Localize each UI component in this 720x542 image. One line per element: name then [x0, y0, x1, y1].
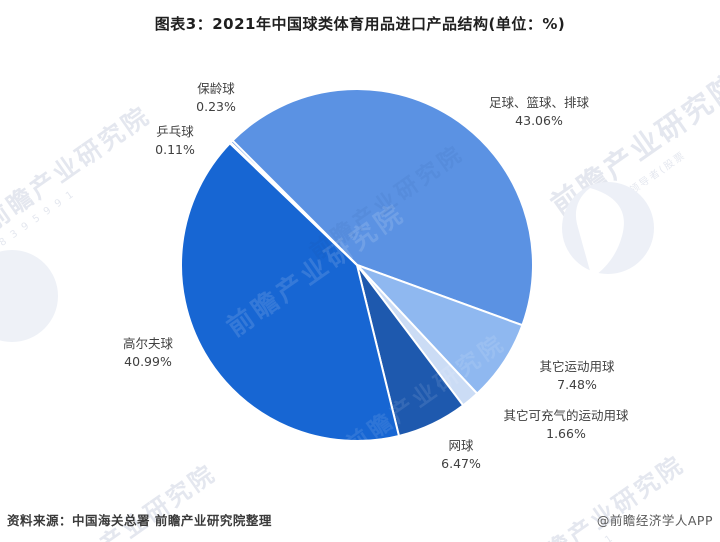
slice-name: 其它可充气的运动用球: [503, 408, 629, 423]
slice-label: 其它可充气的运动用球 1.66%: [503, 407, 628, 443]
brand-credit: @前瞻经济学人APP: [596, 513, 713, 528]
slice-value: 40.99%: [124, 354, 172, 369]
pie-slice-1: [231, 88, 534, 327]
pie-slice-5: [180, 142, 400, 442]
slice-label: 高尔夫球 40.99%: [123, 335, 173, 371]
slice-name: 乒乓球: [156, 124, 194, 139]
slice-value: 0.11%: [155, 142, 195, 157]
slice-name: 保龄球: [197, 81, 235, 96]
slice-name: 高尔夫球: [122, 336, 174, 351]
pie-slice-7: [229, 139, 358, 266]
slice-name: 其它运动用球: [539, 359, 615, 374]
slice-label: 其它运动用球 7.48%: [539, 358, 614, 394]
slice-label: 乒乓球 0.11%: [155, 123, 195, 159]
slice-value: 1.66%: [546, 426, 586, 441]
chart-title: 图表3：2021年中国球类体育用品进口产品结构(单位：%): [154, 15, 566, 33]
slice-name: 网球: [448, 438, 474, 453]
slice-value: 6.47%: [441, 456, 481, 471]
slice-value: 7.48%: [557, 377, 597, 392]
slice-value: 0.23%: [196, 99, 236, 114]
slice-label: 足球、篮球、排球 43.06%: [489, 94, 589, 130]
footer: 资料来源：中国海关总署 前瞻产业研究院整理 @前瞻经济学人APP: [7, 510, 713, 529]
slice-value: 43.06%: [515, 113, 563, 128]
slice-label: 网球 6.47%: [441, 437, 481, 473]
slice-label: 保龄球 0.23%: [196, 80, 236, 116]
slice-name: 足球、篮球、排球: [488, 95, 590, 110]
source-note: 资料来源：中国海关总署 前瞻产业研究院整理: [7, 513, 272, 528]
